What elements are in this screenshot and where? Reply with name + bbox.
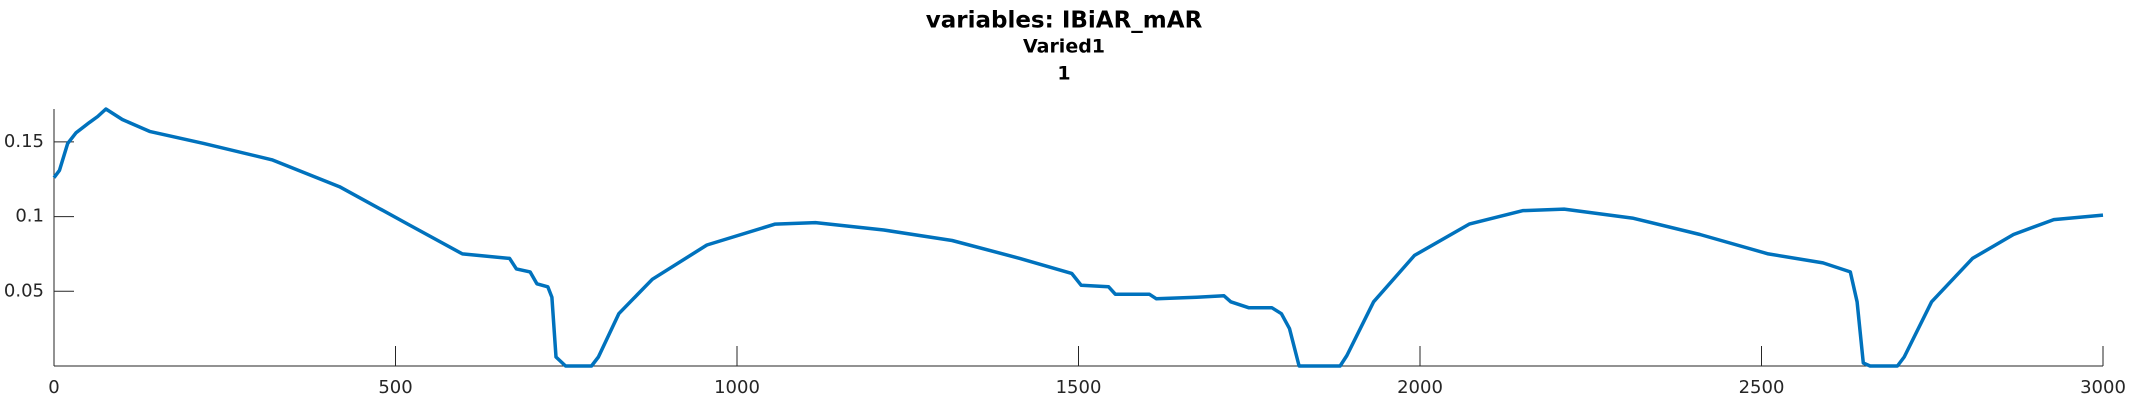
data-line	[52, 107, 2104, 368]
y-tick-label: 0.05	[4, 280, 44, 301]
x-tick-label: 2500	[1739, 377, 1785, 398]
x-tick-label: 1500	[1056, 377, 1102, 398]
chart-subtitle: Varied1	[1023, 36, 1105, 58]
chart-title: variables: IBiAR_mAR	[926, 8, 1203, 34]
x-tick-label: 0	[48, 377, 59, 398]
x-tick-label: 1000	[714, 377, 760, 398]
y-tick-label: 0.1	[15, 206, 44, 227]
x-tick-label: 3000	[2080, 377, 2126, 398]
x-tick-label: 500	[378, 377, 412, 398]
x-tick-label: 2000	[1397, 377, 1443, 398]
chart-subtitle: 1	[1057, 63, 1070, 85]
y-tick-label: 0.15	[4, 131, 44, 152]
